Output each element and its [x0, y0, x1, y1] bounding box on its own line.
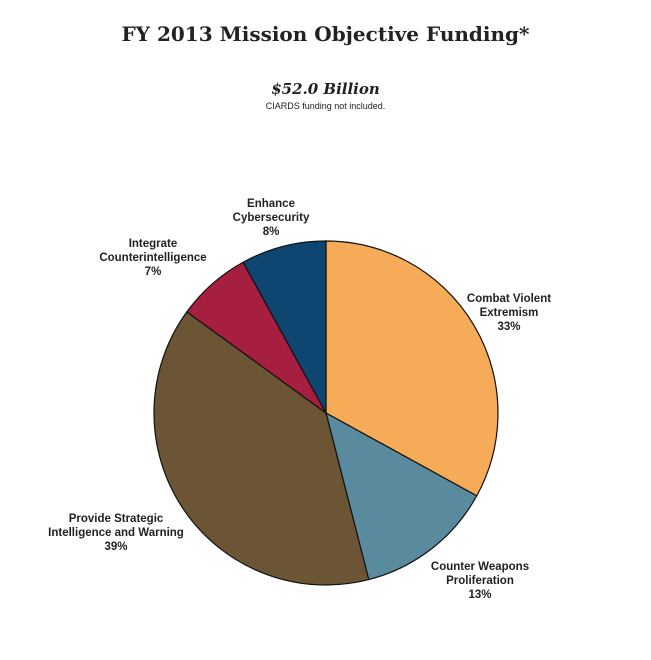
- slice-label-line: Intelligence and Warning: [48, 527, 184, 539]
- slice-percent: 39%: [104, 541, 128, 553]
- pie-slice: [325, 240, 499, 497]
- slice-label: Integrate Counterintelligence 7%: [99, 237, 206, 279]
- slice-label-line: Provide Strategic: [68, 513, 164, 525]
- slice-percent: 13%: [468, 589, 492, 601]
- slice-label-line: Integrate: [128, 238, 178, 250]
- pie-slice: [242, 240, 327, 414]
- slice-label: Combat Violent Extremism 33%: [467, 292, 551, 334]
- pie-slice: [325, 411, 478, 581]
- pie-slice: [153, 311, 370, 586]
- slice-label-line: Extremism: [479, 307, 539, 319]
- slice-label-line: Proliferation: [446, 575, 514, 587]
- chart-title: FY 2013 Mission Objective Funding*: [121, 22, 530, 46]
- slice-label-line: Enhance: [247, 198, 295, 210]
- slice-label: Provide Strategic Intelligence and Warnin…: [48, 512, 184, 554]
- slice-label-line: Counterintelligence: [99, 252, 207, 264]
- slice-label-line: Combat Violent: [466, 293, 552, 305]
- slice-label-line: Counter Weapons: [430, 561, 530, 573]
- total-funding: $52.0 Billion: [271, 80, 380, 98]
- slice-label: Enhance Cybersecurity 8%: [233, 197, 310, 239]
- slice-label: Counter Weapons Proliferation 13%: [431, 560, 529, 602]
- chart-note: CIARDS funding not included.: [265, 101, 386, 111]
- slice-label-line: Cybersecurity: [232, 212, 310, 224]
- slice-percent: 8%: [262, 226, 280, 238]
- slice-percent: 33%: [497, 321, 521, 333]
- slice-percent: 7%: [144, 266, 162, 278]
